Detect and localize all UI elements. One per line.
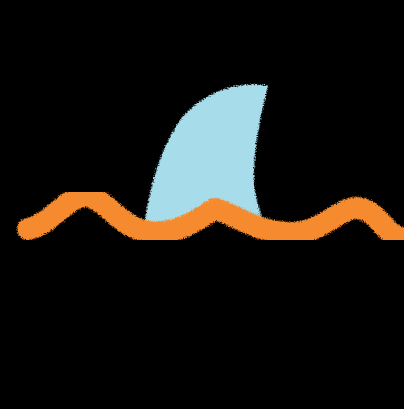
wave	[17, 185, 404, 247]
fin	[145, 84, 268, 222]
